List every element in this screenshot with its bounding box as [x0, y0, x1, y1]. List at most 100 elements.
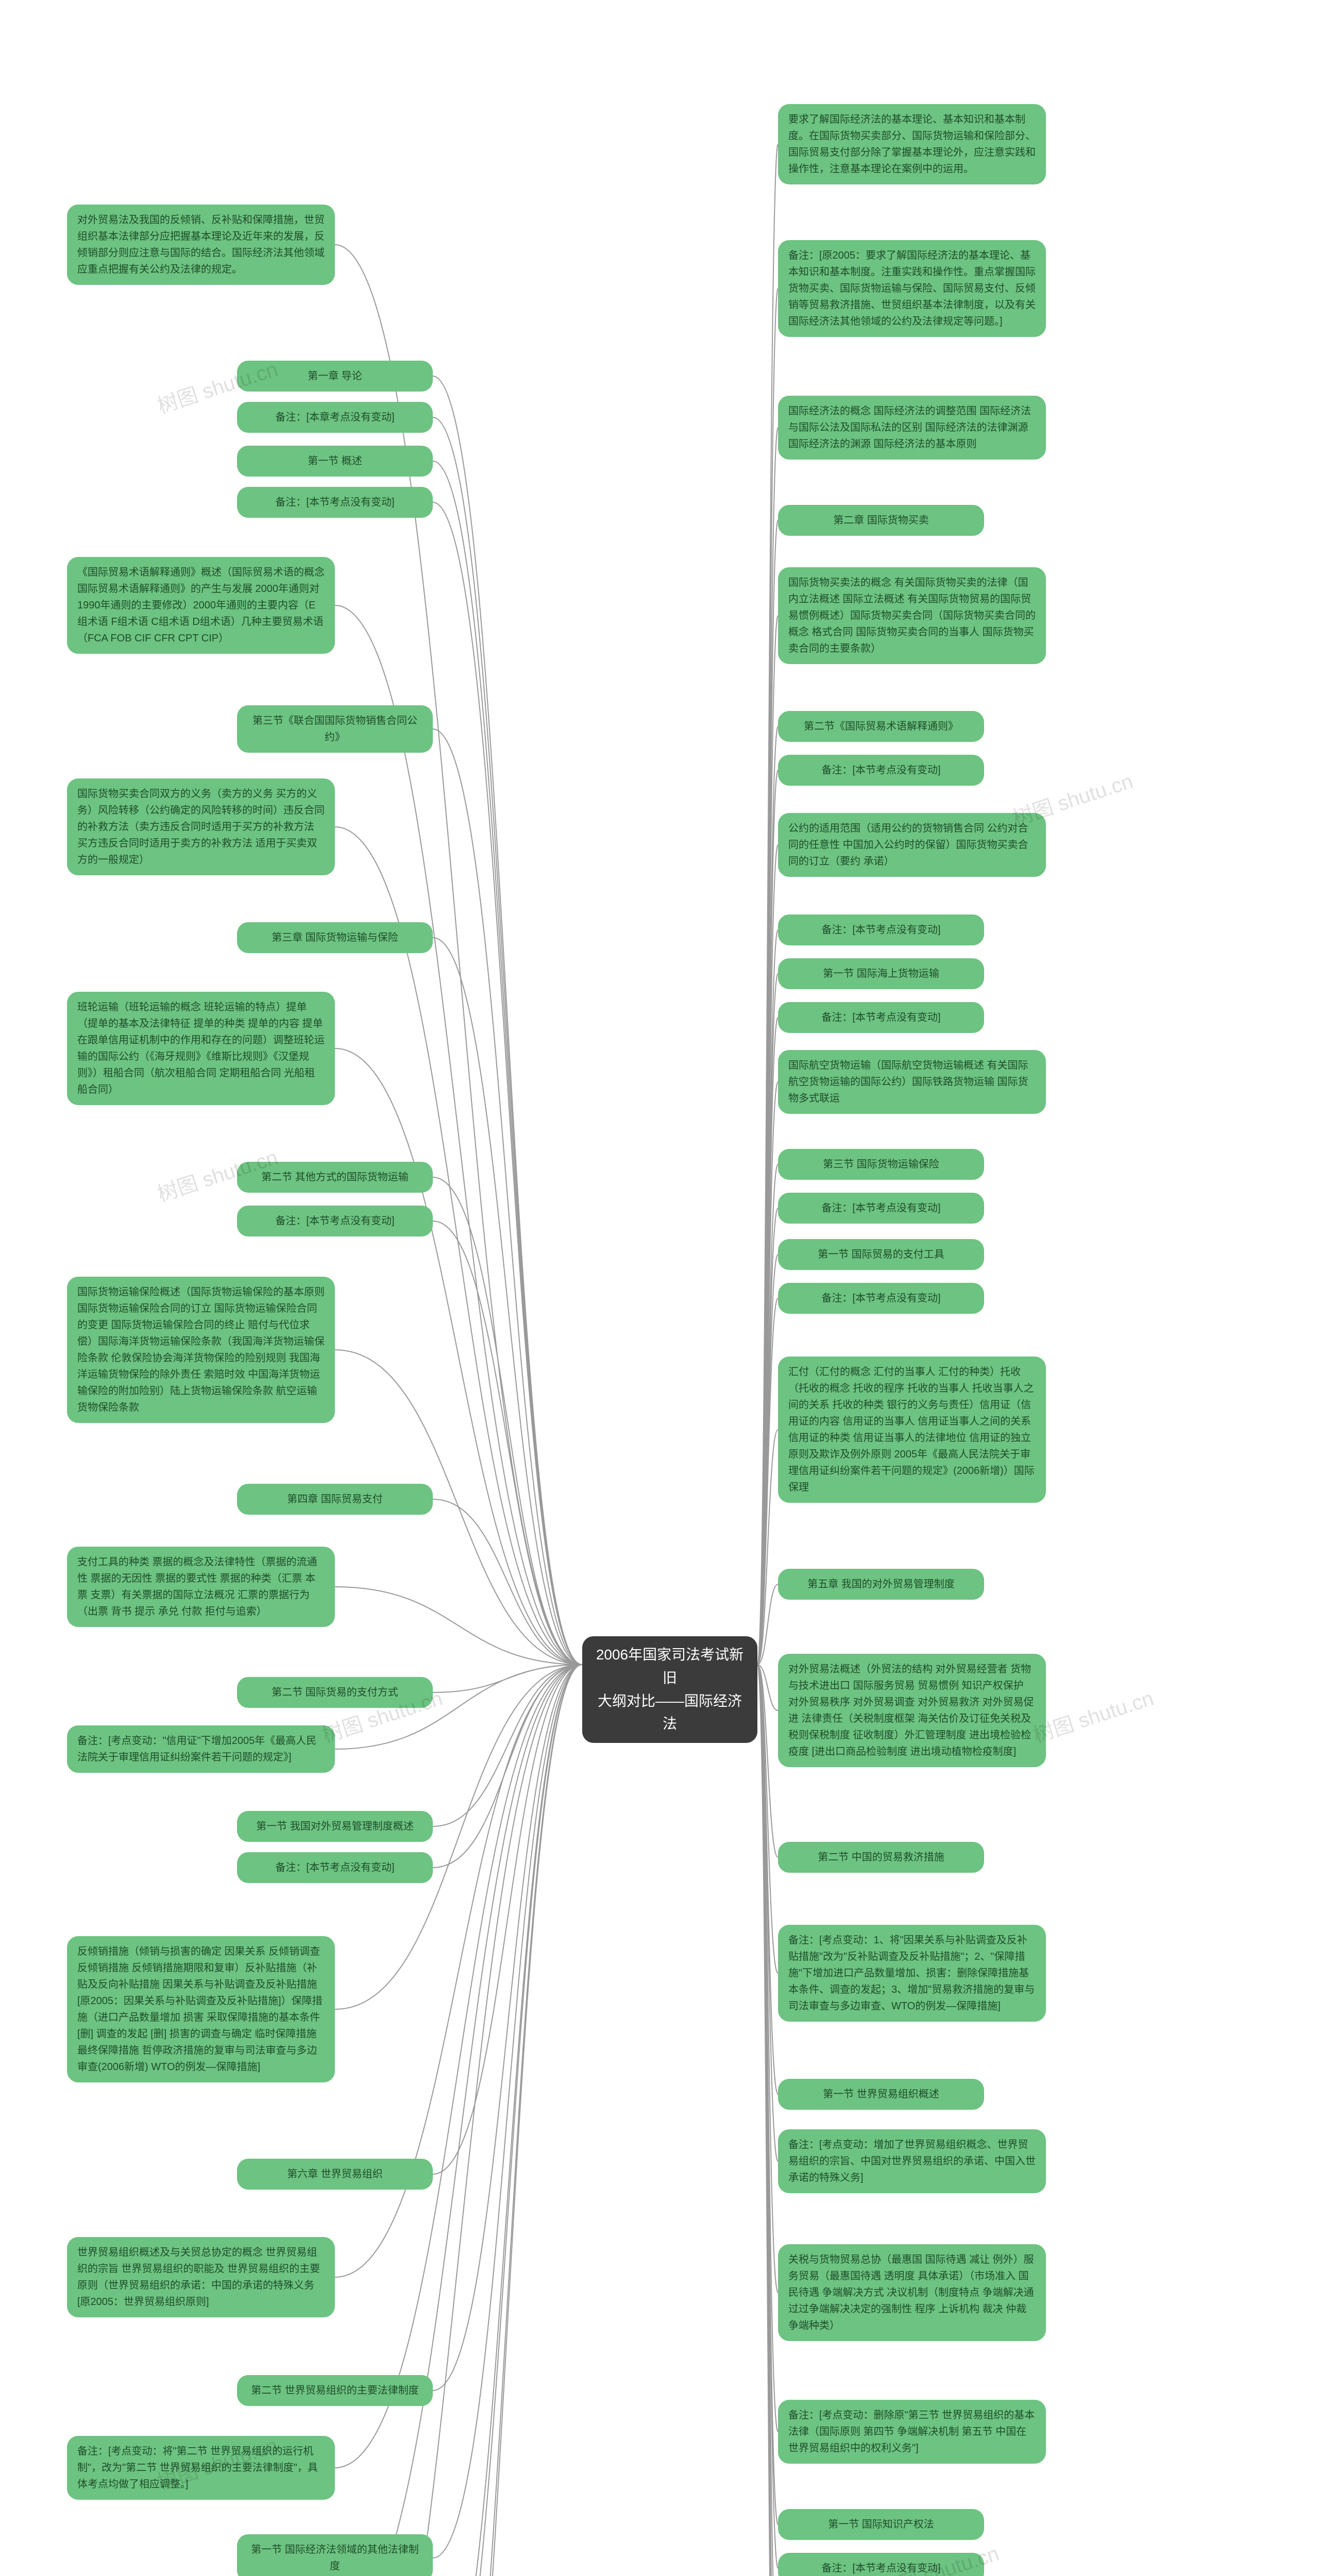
leaf-brief: 第一节 国际海上货物运输 [778, 958, 984, 989]
edge [757, 1665, 778, 2524]
leaf-brief: 第一节 我国对外贸易管理制度概述 [237, 1811, 433, 1842]
leaf-block: 支付工具的种类 票据的概念及法律特性（票据的流通性 票据的无因性 票据的要式性 … [67, 1547, 335, 1627]
edge [433, 1221, 582, 1665]
leaf-brief: 备注：[本节考点没有变动] [237, 487, 433, 518]
leaf-block: 对外贸易法及我国的反倾销、反补贴和保障措施，世贸组织基本法律部分应把握基本理论及… [67, 205, 335, 285]
leaf-brief: 第一节 世界贸易组织概述 [778, 2079, 984, 2110]
leaf-block: 国际货物买卖法的概念 有关国际货物买卖的法律（国内立法概述 国际立法概述 有关国… [778, 567, 1046, 664]
edge [757, 1164, 778, 1665]
edge [433, 461, 582, 1665]
edge [433, 1177, 582, 1665]
edge [757, 1430, 778, 1665]
leaf-brief: 第二节 国际货易的支付方式 [237, 1677, 433, 1708]
edge [757, 845, 778, 1665]
leaf-block: 备注：[考点变动：1、将"因果关系与补贴调查及反补贴措施"改为"反补贴调查及反补… [778, 1925, 1046, 2022]
leaf-block: 国际经济法的概念 国际经济法的调整范围 国际经济法与国际公法及国际私法的区别 国… [778, 396, 1046, 460]
leaf-block: 反倾销措施（倾销与损害的确定 因果关系 反倾销调查 反倾销措施 反倾销措施期限和… [67, 1936, 335, 2082]
edge [433, 417, 582, 1665]
mindmap-stage: { "canvas": { "width": 2560, "height": 6… [0, 0, 1319, 2576]
edge [757, 1665, 778, 2432]
edge [433, 938, 582, 1665]
leaf-block: 班轮运输（班轮运输的概念 班轮运输的特点）提单（提单的基本及法律特征 提单的种类… [67, 992, 335, 1105]
leaf-block: 备注：[考点变动：删除原"第三节 世界贸易组织的基本法律（国际原则 第四节 争端… [778, 2400, 1046, 2464]
edge [335, 1665, 582, 2576]
edge [433, 1665, 582, 2576]
edge [433, 1665, 582, 1826]
edge [433, 376, 582, 1665]
edge [757, 1082, 778, 1665]
leaf-block: 世界贸易组织概述及与关贸总协定的概念 世界贸易组织的宗旨 世界贸易组织的职能及 … [67, 2237, 335, 2317]
leaf-block: 公约的适用范围（适用公约的货物销售合同 公约对合同的任意性 中国加入公约时的保留… [778, 813, 1046, 877]
edge [757, 1208, 778, 1665]
edge [433, 1665, 582, 2576]
edge [335, 1665, 582, 2468]
leaf-brief: 备注：[本节考点没有变动] [778, 1283, 984, 1314]
edge [757, 1018, 778, 1665]
leaf-block: 国际货物买卖合同双方的义务（卖方的义务 买方的义务）风险转移（公约确定的风险转移… [67, 778, 335, 875]
leaf-brief: 第一节 概述 [237, 446, 433, 477]
leaf-brief: 第二节 其他方式的国际货物运输 [237, 1162, 433, 1193]
leaf-block: 国际货物运输保险概述（国际货物运输保险的基本原则 国际货物运输保险合同的订立 国… [67, 1277, 335, 1423]
leaf-block: 汇付（汇付的概念 汇付的当事人 汇付的种类）托收（托收的概念 托收的程序 托收的… [778, 1357, 1046, 1503]
leaf-block: 备注：[原2005：要求了解国际经济法的基本理论、基本知识和基本制度。注重实践和… [778, 240, 1046, 337]
leaf-block: 备注：[考点变动：增加了世界贸易组织概念、世界贸易组织的宗旨、中国对世界贸易组织… [778, 2129, 1046, 2193]
leaf-brief: 第四章 国际贸易支付 [237, 1484, 433, 1515]
leaf-brief: 第三章 国际货物运输与保险 [237, 922, 433, 953]
edge [757, 1298, 778, 1665]
leaf-block: 要求了解国际经济法的基本理论、基本知识和基本制度。在国际货物买卖部分、国际货物运… [778, 104, 1046, 184]
edge [335, 1665, 582, 2576]
leaf-brief: 备注：[本节考点没有变动] [778, 2553, 984, 2576]
leaf-brief: 第三节 国际货物运输保险 [778, 1149, 984, 1180]
edge [757, 930, 778, 1665]
edge [757, 770, 778, 1665]
leaf-block: 对外贸易法概述（外贸法的结构 对外贸易经营者 货物与技术进出口 国际服务贸易 贸… [778, 1654, 1046, 1767]
edge [433, 1665, 582, 2576]
leaf-brief: 备注：[本节考点没有变动] [778, 1193, 984, 1224]
edge [433, 1665, 582, 1868]
edge [757, 1665, 778, 2094]
leaf-block: 国际航空货物运输（国际航空货物运输概述 有关国际航空货物运输的国际公约）国际铁路… [778, 1050, 1046, 1114]
edge [757, 1255, 778, 1665]
edge [757, 1665, 778, 2161]
leaf-brief: 第一章 导论 [237, 361, 433, 392]
leaf-brief: 备注：[本节考点没有变动] [778, 914, 984, 945]
leaf-brief: 第一节 国际知识产权法 [778, 2509, 984, 2540]
edge [757, 1665, 778, 2576]
leaf-brief: 备注：[本节考点没有变动] [237, 1206, 433, 1236]
watermark: 树图 shutu.cn [1029, 1682, 1157, 1749]
leaf-brief: 备注：[本章考点没有变动] [237, 402, 433, 433]
edge [757, 1584, 778, 1665]
edge [757, 1665, 778, 2576]
leaf-brief: 第三节《联合国国际货物销售合同公约》 [237, 705, 433, 753]
edge [757, 1665, 778, 2576]
edge [757, 1665, 778, 1857]
edge [757, 289, 778, 1665]
edge [757, 1665, 778, 1710]
edge [335, 1587, 582, 1665]
edge [433, 1665, 582, 2558]
edge [757, 144, 778, 1665]
edge [757, 974, 778, 1665]
leaf-brief: 第二节 世界贸易组织的主要法律制度 [237, 2375, 433, 2406]
leaf-brief: 第五章 我国的对外贸易管理制度 [778, 1569, 984, 1600]
edge [433, 502, 582, 1665]
leaf-brief: 备注：[本节考点没有变动] [778, 1002, 984, 1033]
leaf-brief: 备注：[本节考点没有变动] [778, 755, 984, 786]
edge [757, 616, 778, 1665]
edge [757, 1665, 778, 2568]
edge [335, 1048, 582, 1665]
leaf-block: 《国际贸易术语解释通则》概述（国际贸易术语的概念 国际贸易术语解释通则》的产生与… [67, 557, 335, 654]
leaf-brief: 备注：[本节考点没有变动] [237, 1852, 433, 1883]
edge [433, 1665, 582, 2391]
leaf-brief: 第二节《国际贸易术语解释通则》 [778, 711, 984, 742]
edge [433, 1499, 582, 1665]
edge [433, 729, 582, 1665]
leaf-brief: 第六章 世界贸易组织 [237, 2159, 433, 2190]
leaf-brief: 第一节 国际经济法领域的其他法律制度 [237, 2534, 433, 2576]
leaf-brief: 第二章 国际货物买卖 [778, 505, 984, 536]
edge [757, 1665, 778, 1973]
leaf-brief: 第一节 国际贸易的支付工具 [778, 1239, 984, 1270]
center-node: 2006年国家司法考试新旧 大纲对比——国际经济法 [582, 1636, 757, 1743]
edge [757, 428, 778, 1665]
edge [433, 1665, 582, 2174]
